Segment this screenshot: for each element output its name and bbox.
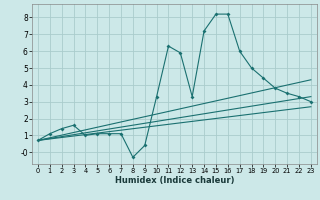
X-axis label: Humidex (Indice chaleur): Humidex (Indice chaleur): [115, 176, 234, 185]
